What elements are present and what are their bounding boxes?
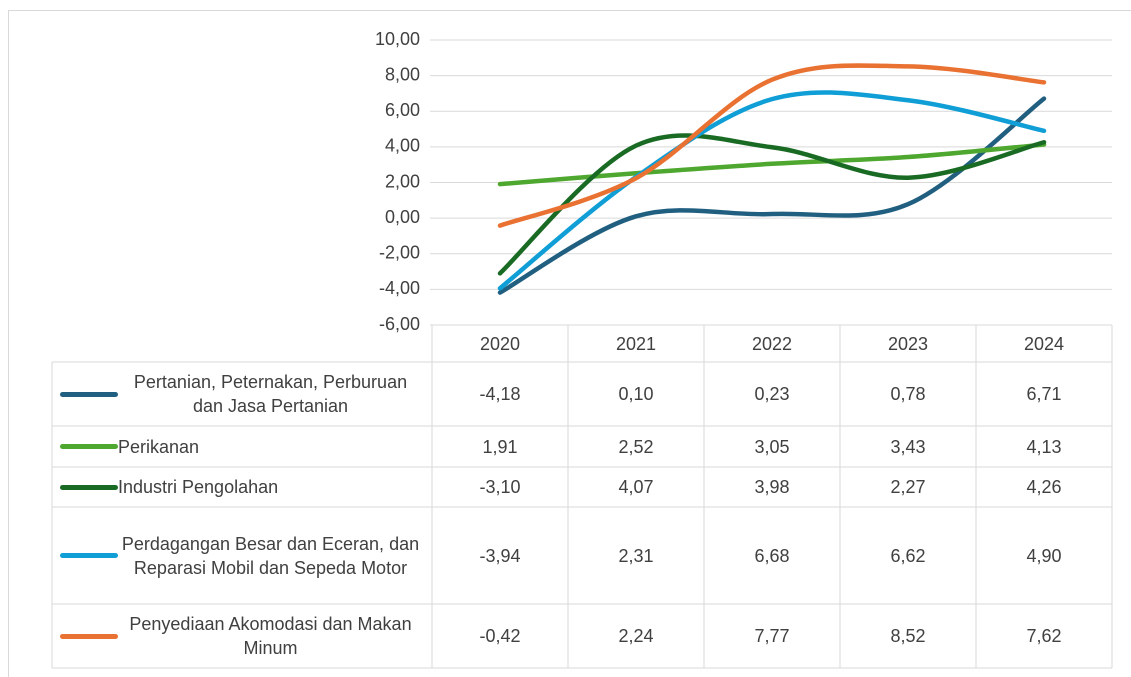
legend-entry: Perdagangan Besar dan Eceran, dan Repara… [52, 507, 432, 604]
table-value: 3,05 [754, 436, 790, 457]
table-value: 4,13 [1026, 436, 1062, 457]
table-value: 8,52 [890, 626, 926, 646]
table-value: 4,26 [1026, 477, 1062, 497]
table-value: 0,23 [754, 384, 790, 404]
table-value: 4,90 [1026, 545, 1062, 566]
y-tick-label: 6,00 [385, 100, 420, 120]
y-tick-label: 4,00 [385, 136, 420, 156]
table-value: 6,68 [754, 545, 790, 566]
table-value: 2,27 [890, 477, 926, 497]
legend-key [60, 484, 118, 490]
legend-key [60, 553, 118, 558]
legend-label: Perdagangan Besar dan Eceran, dan Repara… [121, 533, 420, 578]
table-value: 2,31 [618, 545, 654, 566]
legend-label: Industri Pengolahan [118, 477, 279, 497]
table-value: 4,07 [618, 477, 654, 497]
table-value: 0,78 [890, 384, 926, 404]
legend-label: Perikanan [118, 436, 200, 457]
series-line [497, 96, 1047, 295]
y-tick-label: 8,00 [385, 64, 420, 84]
legend-key [60, 391, 118, 397]
x-category-label: 2022 [751, 333, 793, 354]
chart-border [8, 10, 1131, 677]
table-value: 2,24 [618, 626, 654, 646]
table-value: -3,94 [479, 545, 521, 566]
y-tick-label: -2,00 [379, 243, 420, 263]
table-value: -0,42 [479, 626, 521, 646]
x-category-label: 2023 [887, 333, 929, 354]
series-line [497, 142, 1047, 187]
series-line [497, 133, 1047, 276]
x-category-label: 2021 [615, 333, 657, 354]
y-tick-label: -4,00 [379, 278, 420, 298]
legend-key [60, 444, 118, 449]
y-tick-label: 2,00 [385, 171, 420, 191]
legend-entry: Perikanan [52, 426, 432, 467]
y-tick-label: 0,00 [385, 207, 420, 227]
series-line [497, 63, 1047, 228]
legend-entry: Pertanian, Peternakan, Perburuan dan Jas… [52, 362, 432, 426]
table-value: 3,43 [890, 436, 926, 457]
x-category-label: 2020 [479, 333, 521, 354]
legend-label: Penyediaan Akomodasi dan Makan Minum [129, 614, 412, 658]
table-value: -3,10 [479, 477, 521, 497]
table-value: 1,91 [482, 436, 518, 457]
x-category-label: 2024 [1023, 333, 1065, 354]
table-value: 3,98 [754, 477, 790, 497]
legend-entry: Industri Pengolahan [52, 467, 432, 507]
table-value: 0,10 [618, 384, 654, 404]
y-tick-label: 10,00 [375, 29, 420, 49]
y-tick-label: -6,00 [379, 314, 420, 334]
table-value: 6,62 [890, 545, 926, 566]
table-value: 6,71 [1026, 384, 1062, 404]
series-line [497, 90, 1047, 291]
legend-key [60, 633, 118, 639]
legend-label: Pertanian, Peternakan, Perburuan dan Jas… [133, 372, 408, 416]
table-value: 7,77 [754, 626, 790, 646]
table-value: 2,52 [618, 436, 654, 457]
table-value: -4,18 [479, 384, 521, 404]
table-value: 7,62 [1026, 626, 1062, 646]
legend-entry: Penyediaan Akomodasi dan Makan Minum [52, 604, 432, 668]
